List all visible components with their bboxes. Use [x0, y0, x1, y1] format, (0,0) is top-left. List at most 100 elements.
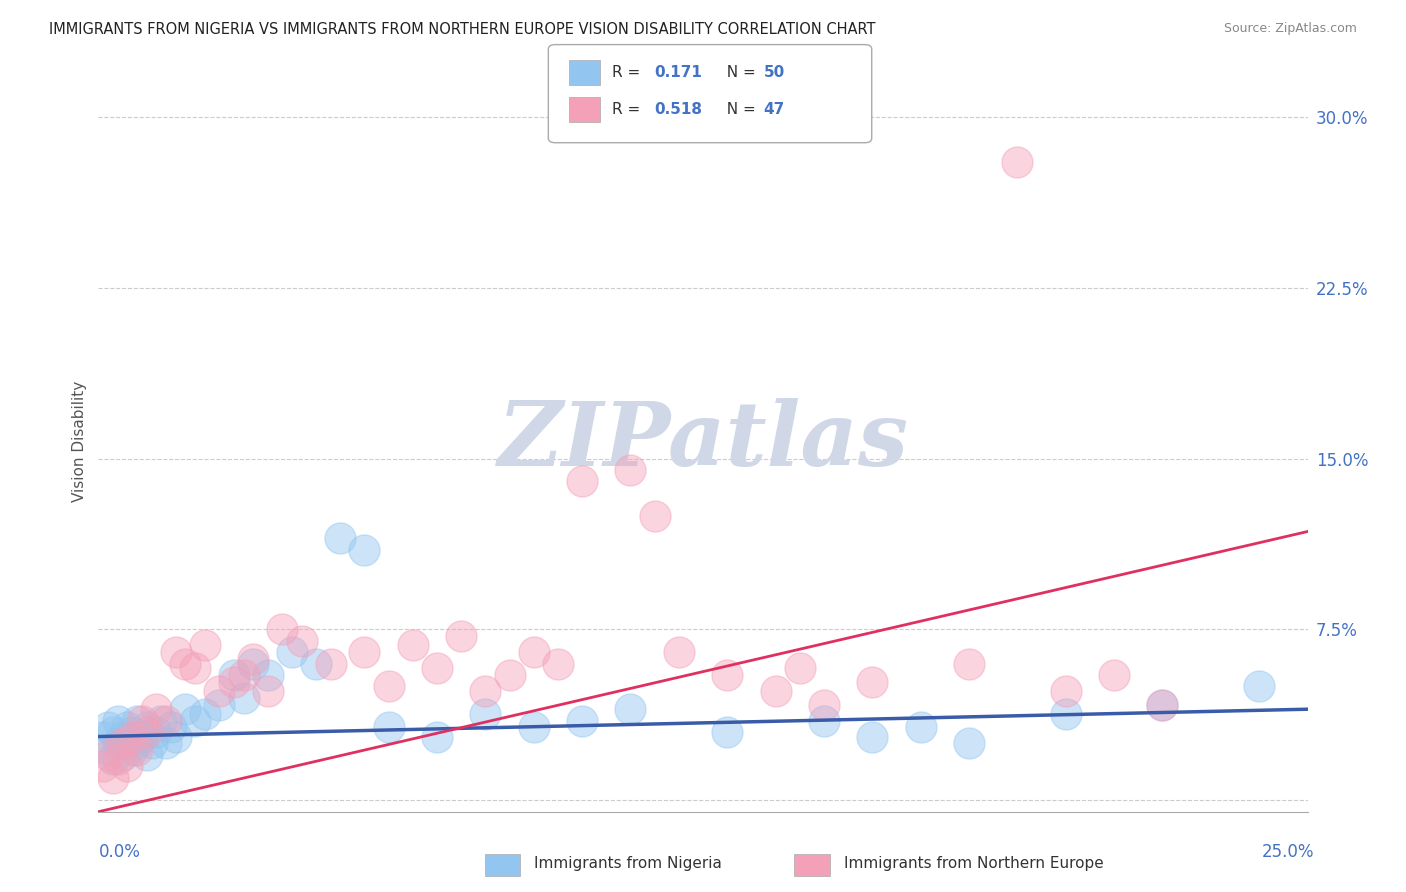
Text: Source: ZipAtlas.com: Source: ZipAtlas.com [1223, 22, 1357, 36]
Point [957, 657, 980, 671]
Point [208, 684, 231, 698]
Y-axis label: Vision Disability: Vision Disability [72, 381, 87, 502]
Text: N =: N = [717, 65, 761, 79]
Point [184, 714, 207, 728]
Text: Immigrants from Nigeria: Immigrants from Nigeria [534, 856, 723, 871]
Point [1007, 155, 1029, 169]
Point [450, 629, 472, 643]
Point [160, 721, 183, 735]
Point [1152, 698, 1174, 712]
Point [91, 730, 114, 744]
Point [1102, 668, 1125, 682]
Point [290, 633, 312, 648]
Point [426, 661, 449, 675]
Point [353, 645, 375, 659]
Point [571, 475, 593, 489]
Text: IMMIGRANTS FROM NIGERIA VS IMMIGRANTS FROM NORTHERN EUROPE VISION DISABILITY COR: IMMIGRANTS FROM NIGERIA VS IMMIGRANTS FR… [49, 22, 876, 37]
Point [111, 736, 134, 750]
Point [121, 730, 143, 744]
Point [194, 706, 217, 721]
Point [97, 747, 120, 762]
Point [571, 714, 593, 728]
Text: R =: R = [612, 103, 645, 117]
Point [232, 690, 254, 705]
Point [256, 684, 278, 698]
Point [131, 714, 153, 728]
Point [305, 657, 328, 671]
Point [194, 639, 217, 653]
Point [150, 714, 173, 728]
Point [1152, 698, 1174, 712]
Point [498, 668, 520, 682]
Point [765, 684, 787, 698]
Point [97, 721, 120, 735]
Point [101, 771, 124, 785]
Text: 0.0%: 0.0% [98, 843, 141, 861]
Point [117, 736, 139, 750]
Point [547, 657, 569, 671]
Point [716, 668, 738, 682]
Point [523, 645, 546, 659]
Point [523, 721, 546, 735]
Text: 50: 50 [763, 65, 785, 79]
Point [319, 657, 342, 671]
Point [121, 725, 143, 739]
Point [107, 736, 129, 750]
Text: ZIPatlas: ZIPatlas [498, 399, 908, 484]
Point [111, 730, 134, 744]
Point [329, 532, 352, 546]
Point [1054, 684, 1077, 698]
Text: 47: 47 [763, 103, 785, 117]
Text: R =: R = [612, 65, 645, 79]
Point [242, 657, 264, 671]
Point [1249, 680, 1271, 694]
Point [135, 721, 157, 735]
Point [377, 721, 399, 735]
Point [174, 702, 197, 716]
Text: Immigrants from Northern Europe: Immigrants from Northern Europe [844, 856, 1104, 871]
Point [910, 721, 932, 735]
Point [1054, 706, 1077, 721]
Point [222, 668, 245, 682]
Point [789, 661, 811, 675]
Point [208, 698, 231, 712]
Point [101, 725, 124, 739]
Point [644, 508, 666, 523]
Point [97, 743, 120, 757]
Point [957, 736, 980, 750]
Point [619, 463, 641, 477]
Point [716, 725, 738, 739]
Text: 25.0%: 25.0% [1263, 843, 1315, 861]
Point [131, 730, 153, 744]
Point [145, 702, 167, 716]
Point [141, 736, 163, 750]
Point [474, 684, 496, 698]
Point [232, 668, 254, 682]
Point [155, 714, 177, 728]
Point [135, 725, 157, 739]
Point [474, 706, 496, 721]
Point [121, 743, 143, 757]
Point [107, 714, 129, 728]
Point [107, 752, 129, 766]
Point [281, 645, 304, 659]
Point [155, 736, 177, 750]
Point [242, 652, 264, 666]
Point [860, 674, 883, 689]
Point [813, 698, 835, 712]
Point [860, 730, 883, 744]
Point [117, 759, 139, 773]
Point [174, 657, 197, 671]
Point [127, 736, 149, 750]
Point [165, 730, 187, 744]
Point [222, 674, 245, 689]
Point [127, 714, 149, 728]
Point [668, 645, 690, 659]
Point [271, 623, 294, 637]
Text: N =: N = [717, 103, 761, 117]
Point [127, 743, 149, 757]
Point [117, 721, 139, 735]
Point [402, 639, 425, 653]
Text: 0.518: 0.518 [654, 103, 702, 117]
Point [256, 668, 278, 682]
